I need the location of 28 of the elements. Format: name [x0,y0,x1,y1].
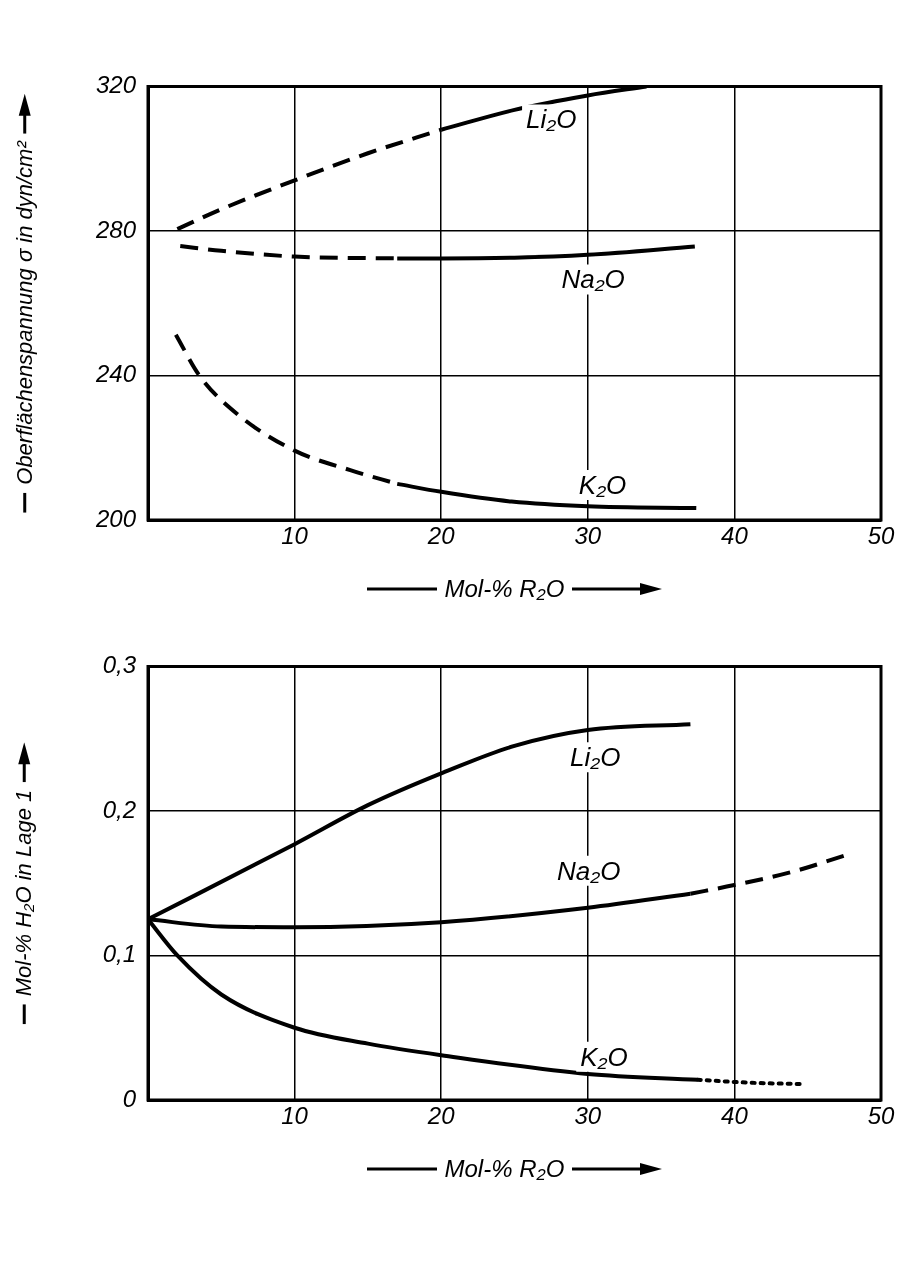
x-axis-title: Mol-% R₂O [444,575,565,603]
x-tick-label: 40 [721,1102,749,1130]
series-label: K₂O [580,1041,628,1072]
x-tick-label: 50 [867,1102,895,1130]
y-tick-label: 0,3 [102,651,137,679]
y-tick-label: 200 [94,504,137,532]
y-tick-label: 0 [122,1084,137,1112]
series-label: Na₂O [561,264,625,295]
y-tick-label: 240 [94,360,137,388]
x-tick-label: 50 [867,522,895,550]
y-tick-label: 320 [95,71,137,99]
x-tick-label: 10 [281,1102,309,1130]
y-axis-title: Oberflächenspannung σ in dyn/cm² [11,141,38,485]
y-tick-label: 280 [94,215,137,243]
y-axis-title: Mol-% H₂O in Lage 1 [11,789,38,997]
y-tick-label: 0,1 [102,940,136,968]
x-tick-label: 20 [426,522,456,550]
y-tick-label: 0,2 [102,795,136,823]
x-tick-label: 20 [426,1102,456,1130]
series-label: Li₂O [526,104,577,135]
x-tick-label: 10 [281,522,309,550]
x-tick-label: 30 [574,522,602,550]
x-axis-title: Mol-% R₂O [444,1155,565,1183]
x-tick-label: 30 [574,1102,602,1130]
series-label: Li₂O [570,742,621,773]
series-label: K₂O [578,470,627,501]
x-tick-label: 40 [721,522,749,550]
series-label: Na₂O [557,855,621,886]
